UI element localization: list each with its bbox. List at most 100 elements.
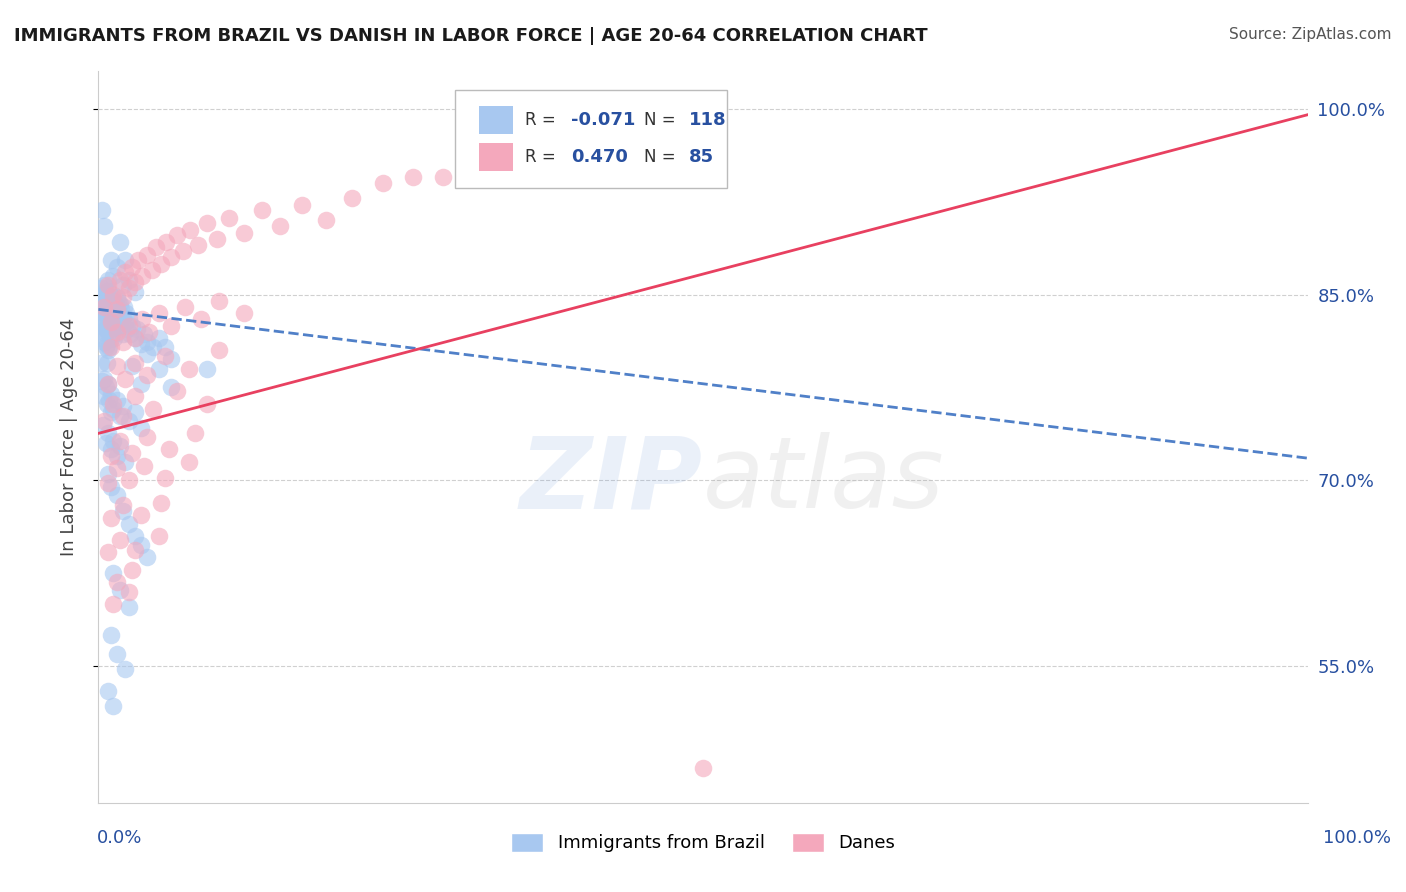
Point [135,347,157,361]
Point [105,647,128,661]
Text: R =: R = [526,112,561,129]
Point [101,315,124,329]
Text: N =: N = [644,148,681,166]
Point [97,376,120,391]
Point [97,325,120,339]
Point [98,302,121,317]
Point [91,417,114,432]
Point [115,306,138,320]
Text: N =: N = [644,112,681,129]
Point [179,223,201,237]
Point [97,277,120,292]
Point [118,474,141,488]
Point [124,529,146,543]
Point [107,293,129,308]
Point [101,699,124,714]
Point [100,628,122,642]
Point [100,340,122,354]
Point [108,272,131,286]
Point [105,488,128,502]
Point [195,362,218,376]
Point [91,331,114,345]
Point [101,268,124,283]
Point [105,575,128,590]
Point [232,306,254,320]
Point [118,516,141,531]
Point [142,401,165,416]
Point [100,290,122,304]
Point [118,599,141,614]
Point [342,191,364,205]
Point [105,461,128,475]
Point [103,312,125,326]
Point [97,475,120,490]
Point [98,340,121,354]
Bar [479,106,513,135]
Point [208,343,231,358]
Point [108,434,131,448]
Text: R =: R = [526,148,561,166]
Point [148,362,170,376]
Point [121,563,143,577]
Point [121,359,143,374]
Point [91,325,114,339]
Point [135,430,157,444]
Text: 0.0%: 0.0% [97,829,142,847]
Point [187,238,209,252]
Point [218,211,240,225]
Point [105,310,128,324]
Point [105,302,128,317]
Point [101,396,124,410]
Point [195,216,218,230]
Point [93,300,115,314]
Point [160,351,183,366]
Point [134,458,156,473]
Point [90,281,112,295]
Point [93,219,115,234]
Point [100,510,122,524]
Point [101,297,124,311]
Point [118,272,141,286]
Point [108,439,131,453]
Point [100,327,122,342]
Point [129,337,152,351]
Point [101,598,124,612]
Point [124,331,146,345]
Point [124,542,146,557]
Legend: Immigrants from Brazil, Danes: Immigrants from Brazil, Danes [503,826,903,860]
Point [118,318,141,333]
Point [111,504,134,518]
Point [100,312,122,326]
Point [100,442,122,457]
Point [108,409,131,423]
Point [94,380,117,394]
Point [96,337,118,351]
Point [166,227,188,242]
Point [432,169,454,184]
Text: atlas: atlas [703,433,945,530]
Point [91,306,114,320]
Point [118,312,141,326]
Text: 118: 118 [689,112,725,129]
Point [96,318,118,333]
Point [184,426,207,441]
Point [148,331,170,345]
Point [124,389,146,403]
Point [96,396,118,410]
Point [94,285,117,299]
Point [96,281,118,295]
Point [174,300,197,314]
Point [124,331,146,345]
Text: Source: ZipAtlas.com: Source: ZipAtlas.com [1229,27,1392,42]
Point [108,306,131,320]
Point [153,471,176,485]
Text: ZIP: ZIP [520,433,703,530]
Bar [479,143,513,171]
Text: IMMIGRANTS FROM BRAZIL VS DANISH IN LABOR FORCE | AGE 20-64 CORRELATION CHART: IMMIGRANTS FROM BRAZIL VS DANISH IN LABO… [14,27,928,45]
Point [94,436,117,450]
Point [101,401,124,416]
Point [315,213,337,227]
Point [232,226,254,240]
Point [172,244,194,259]
Point [208,293,231,308]
